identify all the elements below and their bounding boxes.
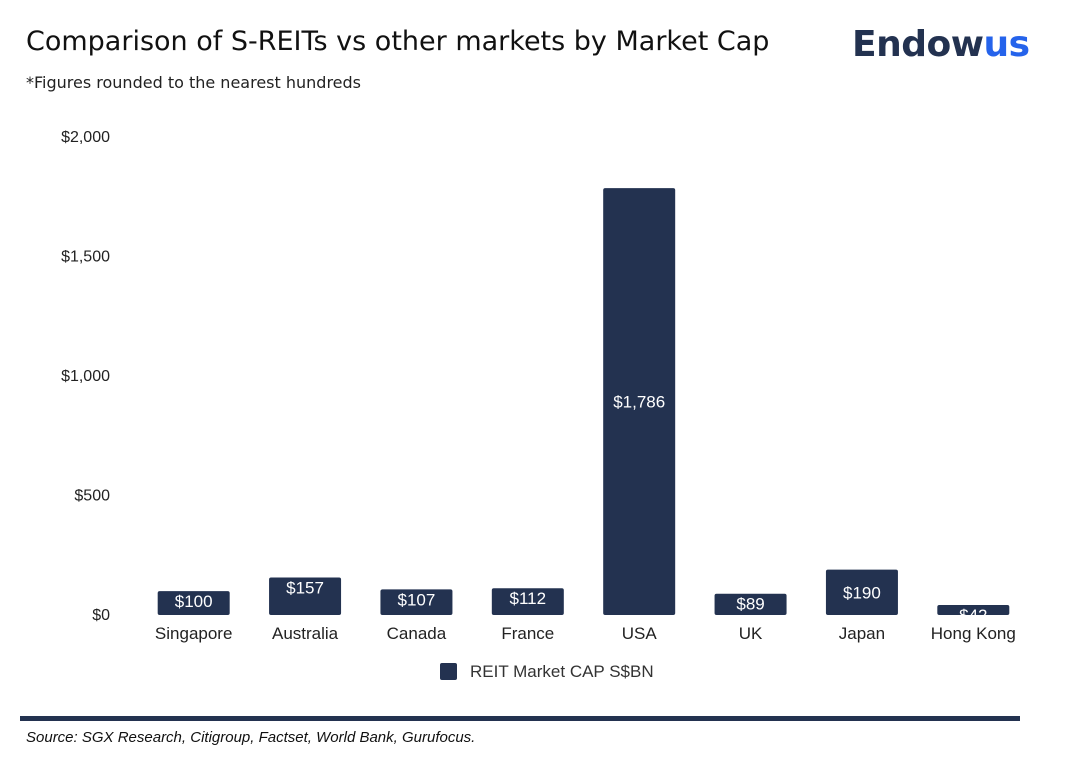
bar	[269, 577, 342, 615]
brand-logo-part2: us	[983, 24, 1030, 65]
chart-subtitle: *Figures rounded to the nearest hundreds	[26, 73, 361, 92]
x-axis: Singapore Australia Canada France USA UK Japan…	[155, 624, 1016, 643]
bar-chart: $0 $500 $1,000 $1,500 $2,000 $100 $157 $107 $11…	[61, 129, 1016, 681]
bar	[937, 604, 1010, 615]
footer-divider	[20, 716, 1020, 721]
x-tick-label: USA	[622, 624, 658, 643]
bars-group: $100 $157 $107 $112 $1,786 $89 $190 $42	[157, 188, 1010, 625]
bar	[491, 588, 564, 615]
bar	[825, 569, 898, 615]
bar	[380, 589, 453, 615]
x-tick-label: Australia	[272, 624, 339, 643]
x-tick-label: France	[501, 624, 554, 643]
y-tick-label: $0	[92, 607, 110, 624]
source-note: Source: SGX Research, Citigroup, Factset…	[26, 729, 476, 746]
x-tick-label: Singapore	[155, 624, 233, 643]
bar	[714, 593, 787, 615]
y-axis: $0 $500 $1,000 $1,500 $2,000	[61, 129, 110, 624]
data-label: $190	[843, 583, 881, 602]
chart-legend: REIT Market CAP S$BN	[440, 662, 654, 681]
legend-swatch	[440, 663, 457, 680]
brand-logo-part1: Endow	[852, 24, 984, 65]
legend-label: REIT Market CAP S$BN	[470, 662, 654, 681]
y-tick-label: $1,500	[61, 249, 110, 266]
data-label: $157	[286, 578, 324, 597]
bar	[157, 591, 230, 615]
x-tick-label: Hong Kong	[931, 624, 1016, 643]
chart-title: Comparison of S-REITs vs other markets b…	[26, 26, 770, 57]
x-tick-label: UK	[739, 624, 763, 643]
data-label: $100	[175, 592, 213, 611]
y-tick-label: $2,000	[61, 129, 110, 146]
data-label: $42	[959, 606, 987, 625]
x-tick-label: Canada	[387, 624, 447, 643]
y-tick-label: $500	[74, 488, 110, 505]
data-label: $1,786	[613, 393, 665, 412]
bar	[603, 188, 676, 615]
data-label: $112	[510, 589, 547, 608]
data-label: $89	[736, 595, 764, 614]
data-label: $107	[398, 590, 436, 609]
x-tick-label: Japan	[839, 624, 885, 643]
brand-logo: Endowus	[852, 24, 1030, 65]
y-tick-label: $1,000	[61, 368, 110, 385]
